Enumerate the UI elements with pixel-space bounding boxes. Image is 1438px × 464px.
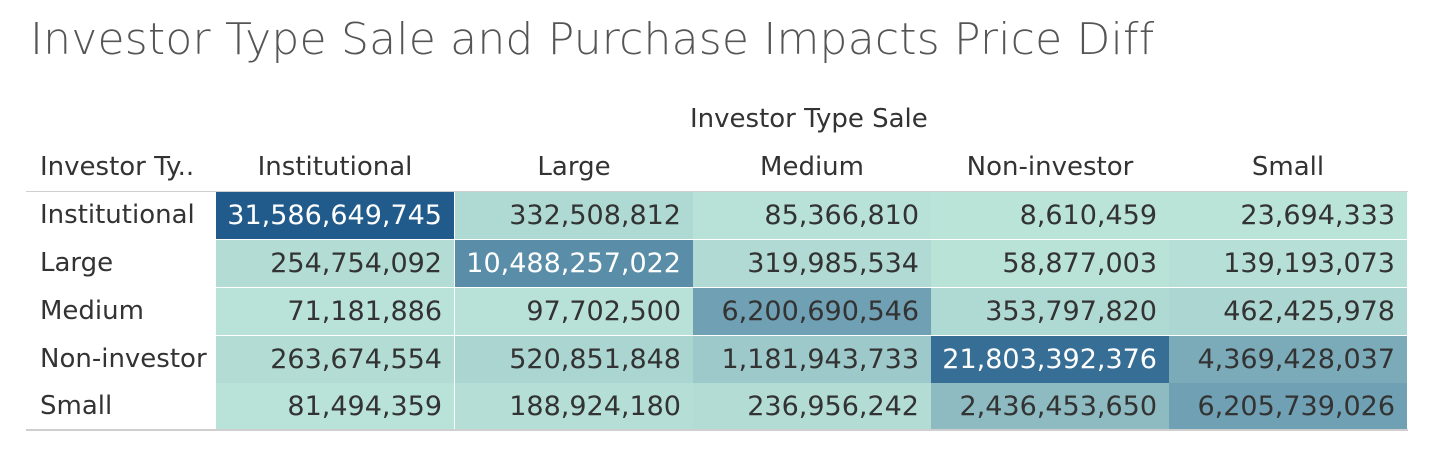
heatmap-cell: 1,181,943,733: [693, 336, 931, 383]
chart-title: Investor Type Sale and Purchase Impacts …: [30, 14, 1155, 65]
row-label-non-investor: Non-investor: [40, 344, 207, 374]
heatmap-cell: 8,610,459: [931, 192, 1169, 239]
heatmap-cell: 4,369,428,037: [1169, 336, 1407, 383]
column-header-institutional: Institutional: [257, 152, 413, 182]
heatmap-cell: 462,425,978: [1169, 288, 1407, 335]
column-header-medium: Medium: [760, 152, 864, 182]
row-header-title: Investor Ty..: [40, 152, 195, 182]
heatmap-cell: 31,586,649,745: [216, 192, 454, 239]
heatmap-cell: 6,205,739,026: [1169, 383, 1407, 430]
heatmap-cell: 81,494,359: [216, 383, 454, 430]
heatmap-cell: 97,702,500: [455, 288, 693, 335]
heatmap-cell: 332,508,812: [455, 192, 693, 239]
column-header-small: Small: [1251, 152, 1325, 182]
heatmap-cell: 236,956,242: [693, 383, 931, 430]
heatmap-cell: 10,488,257,022: [455, 240, 693, 287]
column-group-header: Investor Type Sale: [690, 104, 928, 134]
heatmap-cell: 58,877,003: [931, 240, 1169, 287]
row-label-medium: Medium: [40, 296, 144, 326]
heatmap-cell: 353,797,820: [931, 288, 1169, 335]
column-header-non-investor: Non-investor: [966, 152, 1134, 182]
heatmap-cell: 23,694,333: [1169, 192, 1407, 239]
heatmap-cell: 520,851,848: [455, 336, 693, 383]
heatmap-cell: 254,754,092: [216, 240, 454, 287]
heatmap-cell: 71,181,886: [216, 288, 454, 335]
header-divider: [26, 191, 1408, 192]
heatmap-cell: 188,924,180: [455, 383, 693, 430]
heatmap-cell: 6,200,690,546: [693, 288, 931, 335]
heatmap-cell: 85,366,810: [693, 192, 931, 239]
heatmap-cell: 319,985,534: [693, 240, 931, 287]
row-label-small: Small: [40, 391, 113, 421]
heatmap-cell: 263,674,554: [216, 336, 454, 383]
heatmap-cell: 139,193,073: [1169, 240, 1407, 287]
bottom-divider: [26, 429, 1408, 431]
row-label-large: Large: [40, 248, 114, 278]
column-header-large: Large: [537, 152, 611, 182]
row-label-institutional: Institutional: [40, 200, 195, 230]
heatmap-cell: 2,436,453,650: [931, 383, 1169, 430]
heatmap-cell: 21,803,392,376: [931, 336, 1169, 383]
